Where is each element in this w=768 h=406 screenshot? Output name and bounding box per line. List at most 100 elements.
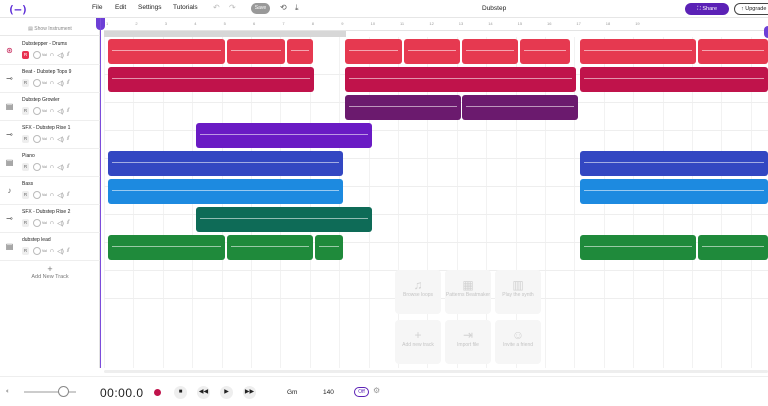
fx-icon[interactable]: ⫽ [66, 191, 70, 198]
audio-clip[interactable] [580, 235, 696, 260]
play-synth-button[interactable]: ▥ Play the synth [495, 270, 541, 314]
headphones-icon[interactable]: ∩ [49, 220, 55, 226]
add-new-track-button[interactable]: + Add new track [395, 320, 441, 364]
volume-icon[interactable]: 🔈︎ [6, 388, 11, 395]
volume-knob[interactable] [33, 107, 41, 115]
save-button[interactable]: Save [251, 3, 270, 14]
add-track-button[interactable]: + Add New Track [0, 264, 100, 280]
audio-clip[interactable] [196, 123, 372, 148]
audio-clip[interactable] [345, 67, 576, 92]
menu-file[interactable]: File [92, 4, 103, 11]
headphones-icon[interactable]: ∩ [49, 164, 55, 170]
track-row[interactable]: ▤ dubstep lead R Vol ∩ ◁) ⫽ [0, 233, 100, 261]
fx-icon[interactable]: ⫽ [66, 163, 70, 170]
import-file-button[interactable]: ⇥ Import file [445, 320, 491, 364]
bpm-display[interactable]: 140 [323, 389, 334, 396]
record-button[interactable] [151, 386, 164, 399]
volume-knob[interactable] [33, 247, 41, 255]
horizontal-scrollbar[interactable] [104, 370, 768, 373]
key-display[interactable]: Gm [287, 389, 298, 396]
record-arm-button[interactable]: R [22, 191, 29, 199]
invite-friend-button[interactable]: ☺ Invite a friend [495, 320, 541, 364]
audio-clip[interactable] [287, 39, 313, 64]
track-name[interactable]: Dubstepper - Drums [22, 41, 68, 47]
record-arm-button[interactable]: R [22, 163, 29, 171]
menu-settings[interactable]: Settings [138, 4, 162, 11]
audio-clip[interactable] [345, 95, 461, 120]
track-name[interactable]: Dubstep Growler [22, 97, 60, 103]
track-name[interactable]: Bass [22, 181, 34, 187]
track-name[interactable]: Piano [22, 153, 35, 159]
audio-clip[interactable] [227, 235, 313, 260]
master-volume-knob[interactable] [58, 386, 69, 397]
volume-knob[interactable] [33, 79, 41, 87]
volume-knob[interactable] [33, 135, 41, 143]
audio-clip[interactable] [580, 151, 768, 176]
speaker-icon[interactable]: ◁) [57, 164, 64, 171]
volume-knob[interactable] [33, 191, 41, 199]
audio-clip[interactable] [462, 39, 518, 64]
timeline-ruler[interactable]: 1 2 3 4 5 6 7 8 9 10 11 12 13 14 15 16 17 18 19 [104, 18, 768, 31]
track-row[interactable]: ⊛ Dubstepper - Drums R Vol ∩ ◁) ⫽ [0, 37, 100, 65]
track-name[interactable]: Beat - Dubstep Tops 9 [22, 69, 72, 75]
record-arm-button[interactable]: R [22, 135, 29, 143]
audio-clip[interactable] [345, 39, 402, 64]
project-title[interactable]: Dubstep [482, 5, 507, 12]
fx-icon[interactable]: ⫽ [66, 51, 70, 58]
fast-forward-button[interactable]: ▶▶ [243, 386, 256, 399]
app-logo[interactable]: (—) [8, 3, 28, 16]
share-button[interactable]: ⛶ Share [685, 3, 729, 15]
audio-clip[interactable] [698, 39, 768, 64]
upgrade-button[interactable]: ↑ Upgrade [734, 3, 768, 15]
gear-icon[interactable]: ⚙ [373, 386, 381, 395]
speaker-icon[interactable]: ◁) [57, 80, 64, 87]
record-arm-button[interactable]: R [22, 51, 29, 59]
headphones-icon[interactable]: ∩ [49, 136, 55, 142]
speaker-icon[interactable]: ◁) [57, 192, 64, 199]
track-row[interactable]: ▤ Dubstep Growler R Vol ∩ ◁) ⫽ [0, 93, 100, 121]
timeline-scroll-handle[interactable] [764, 26, 768, 38]
audio-clip[interactable] [580, 39, 696, 64]
fx-icon[interactable]: ⫽ [66, 79, 70, 86]
audio-clip[interactable] [227, 39, 285, 64]
audio-clip[interactable] [315, 235, 343, 260]
menu-edit[interactable]: Edit [115, 4, 127, 11]
track-row[interactable]: ▤ Piano R Vol ∩ ◁) ⫽ [0, 149, 100, 177]
headphones-icon[interactable]: ∩ [49, 52, 55, 58]
track-row[interactable]: ⊸ Beat - Dubstep Tops 9 R Vol ∩ ◁) ⫽ [0, 65, 100, 93]
track-row[interactable]: ⊸ SFX - Dubstep Rise 1 R Vol ∩ ◁) ⫽ [0, 121, 100, 149]
loop-region[interactable] [104, 31, 346, 37]
track-name[interactable]: dubstep lead [22, 237, 51, 243]
volume-knob[interactable] [33, 219, 41, 227]
headphones-icon[interactable]: ∩ [49, 192, 55, 198]
audio-clip[interactable] [196, 207, 372, 232]
master-volume-slider[interactable] [24, 391, 76, 393]
fx-icon[interactable]: ⫽ [66, 135, 70, 142]
audio-clip[interactable] [462, 95, 578, 120]
speaker-icon[interactable]: ◁) [57, 220, 64, 227]
play-button[interactable]: ▶ [220, 386, 233, 399]
fx-icon[interactable]: ⫽ [66, 219, 70, 226]
fx-icon[interactable]: ⫽ [66, 247, 70, 254]
audio-clip[interactable] [108, 151, 343, 176]
audio-clip[interactable] [520, 39, 570, 64]
headphones-icon[interactable]: ∩ [49, 108, 55, 114]
history-icon[interactable]: ⟲ [280, 3, 287, 12]
menu-tutorials[interactable]: Tutorials [173, 4, 198, 11]
record-arm-button[interactable]: R [22, 247, 29, 255]
headphones-icon[interactable]: ∩ [49, 80, 55, 86]
volume-knob[interactable] [33, 51, 41, 59]
track-name[interactable]: SFX - Dubstep Rise 1 [22, 125, 71, 131]
playhead[interactable] [100, 18, 101, 368]
audio-clip[interactable] [108, 235, 225, 260]
record-arm-button[interactable]: R [22, 107, 29, 115]
patterns-beatmaker-button[interactable]: ▦ Patterns Beatmaker [445, 270, 491, 314]
speaker-icon[interactable]: ◁) [57, 52, 64, 59]
audio-clip[interactable] [698, 235, 768, 260]
record-arm-button[interactable]: R [22, 79, 29, 87]
stop-button[interactable]: ■ [174, 386, 187, 399]
audio-clip[interactable] [108, 39, 225, 64]
download-icon[interactable]: ⤓ [295, 3, 299, 12]
undo-icon[interactable]: ↶ [213, 3, 220, 12]
track-row[interactable]: ⊸ SFX - Dubstep Rise 2 R Vol ∩ ◁) ⫽ [0, 205, 100, 233]
